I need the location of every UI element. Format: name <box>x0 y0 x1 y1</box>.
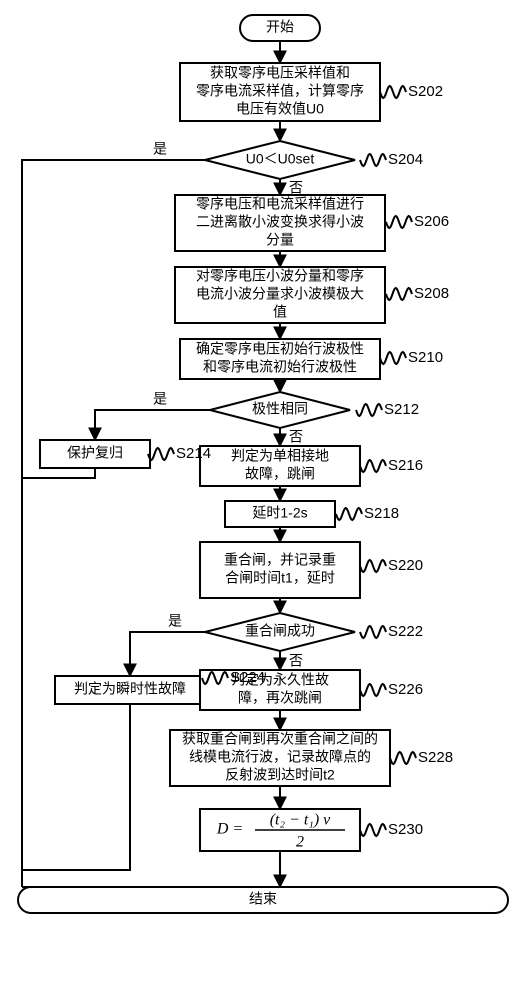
svg-text:D =: D = <box>216 821 243 838</box>
svg-text:合闸时间t1，延时: 合闸时间t1，延时 <box>225 570 335 586</box>
node-s230: D = (t₂ − t₁) v 2 <box>200 809 360 851</box>
node-s224: 判定为瞬时性故障 <box>55 676 205 704</box>
svg-text:S224: S224 <box>230 669 265 686</box>
node-s218: 延时1-2s <box>225 501 335 527</box>
svg-text:S228: S228 <box>418 749 453 766</box>
svg-text:反射波到达时间t2: 反射波到达时间t2 <box>225 767 335 783</box>
node-s222: 重合闸成功 <box>205 613 355 651</box>
svg-text:结束: 结束 <box>249 891 277 907</box>
svg-text:障，再次跳闸: 障，再次跳闸 <box>238 690 322 706</box>
step-label-S226: S226 <box>360 681 423 698</box>
svg-text:极性相同: 极性相同 <box>252 401 308 417</box>
svg-text:和零序电流初始行波极性: 和零序电流初始行波极性 <box>203 359 357 375</box>
svg-text:(t₂ − t₁) v: (t₂ − t₁) v <box>270 812 331 829</box>
svg-text:判定为瞬时性故障: 判定为瞬时性故障 <box>74 681 186 697</box>
svg-text:S206: S206 <box>414 213 449 230</box>
step-label-S218: S218 <box>336 505 399 522</box>
svg-text:确定零序电压初始行波极性: 确定零序电压初始行波极性 <box>196 341 364 357</box>
node-start: 开始 <box>240 15 320 41</box>
step-label-S214: S214 <box>148 445 211 462</box>
svg-text:S230: S230 <box>388 821 423 838</box>
node-s212: 极性相同 <box>210 392 350 428</box>
edge <box>95 410 210 440</box>
edge-label: 是 <box>153 391 167 407</box>
step-label-S204: S204 <box>360 151 423 168</box>
svg-text:S212: S212 <box>384 401 419 418</box>
svg-text:重合闸成功: 重合闸成功 <box>245 623 315 639</box>
node-s204: U0＜U0set <box>205 141 355 179</box>
edge <box>130 632 205 676</box>
svg-text:零序电压和电流采样值进行: 零序电压和电流采样值进行 <box>196 196 364 212</box>
step-label-S216: S216 <box>360 457 423 474</box>
step-label-S220: S220 <box>360 557 423 574</box>
edge <box>22 704 130 870</box>
edge-label: 否 <box>289 180 303 196</box>
svg-text:电流小波分量求小波模极大: 电流小波分量求小波模极大 <box>196 286 364 302</box>
edge-label: 是 <box>153 141 167 157</box>
svg-text:重合闸，并记录重: 重合闸，并记录重 <box>224 552 336 568</box>
edge-label: 否 <box>289 653 303 669</box>
node-s228: 获取重合闸到再次重合闸之间的线模电流行波，记录故障点的反射波到达时间t2 <box>170 730 390 786</box>
svg-text:延时1-2s: 延时1-2s <box>252 505 307 521</box>
svg-text:S216: S216 <box>388 457 423 474</box>
svg-text:S226: S226 <box>388 681 423 698</box>
step-label-S208: S208 <box>386 285 449 302</box>
svg-text:S204: S204 <box>388 151 423 168</box>
svg-text:S208: S208 <box>414 285 449 302</box>
svg-text:U0＜U0set: U0＜U0set <box>246 151 315 167</box>
svg-text:保护复归: 保护复归 <box>67 445 123 461</box>
step-label-S210: S210 <box>380 349 443 366</box>
node-s210: 确定零序电压初始行波极性和零序电流初始行波极性 <box>180 339 380 379</box>
step-label-S228: S228 <box>390 749 453 766</box>
step-label-S222: S222 <box>360 623 423 640</box>
svg-text:二进离散小波变换求得小波: 二进离散小波变换求得小波 <box>196 214 364 230</box>
svg-text:S202: S202 <box>408 83 443 100</box>
svg-text:判定为单相接地: 判定为单相接地 <box>231 448 329 464</box>
svg-text:S218: S218 <box>364 505 399 522</box>
svg-text:S214: S214 <box>176 445 211 462</box>
svg-text:值: 值 <box>273 304 287 320</box>
svg-text:获取重合闸到再次重合闸之间的: 获取重合闸到再次重合闸之间的 <box>182 731 378 747</box>
node-end: 结束 <box>18 887 508 913</box>
svg-text:S210: S210 <box>408 349 443 366</box>
node-s214: 保护复归 <box>40 440 150 468</box>
svg-text:对零序电压小波分量和零序: 对零序电压小波分量和零序 <box>196 268 364 284</box>
edge <box>22 468 95 478</box>
edge-label: 是 <box>168 613 182 629</box>
svg-text:2: 2 <box>296 834 304 851</box>
node-s206: 零序电压和电流采样值进行二进离散小波变换求得小波分量 <box>175 195 385 251</box>
step-label-S230: S230 <box>360 821 423 838</box>
svg-text:零序电流采样值，计算零序: 零序电流采样值，计算零序 <box>196 83 364 99</box>
edge-label: 否 <box>289 429 303 445</box>
svg-text:S222: S222 <box>388 623 423 640</box>
svg-text:故障，跳闸: 故障，跳闸 <box>245 466 315 482</box>
svg-text:电压有效值U0: 电压有效值U0 <box>236 101 324 117</box>
step-label-S206: S206 <box>386 213 449 230</box>
node-s208: 对零序电压小波分量和零序电流小波分量求小波模极大值 <box>175 267 385 323</box>
step-label-S212: S212 <box>356 401 419 418</box>
node-s216: 判定为单相接地故障，跳闸 <box>200 446 360 486</box>
node-s220: 重合闸，并记录重合闸时间t1，延时 <box>200 542 360 598</box>
svg-text:获取零序电压采样值和: 获取零序电压采样值和 <box>210 65 350 81</box>
svg-text:S220: S220 <box>388 557 423 574</box>
step-label-S202: S202 <box>380 83 443 100</box>
svg-text:开始: 开始 <box>266 19 294 35</box>
svg-text:分量: 分量 <box>266 232 294 248</box>
node-s226: 判定为永久性故障，再次跳闸 <box>200 670 360 710</box>
node-s202: 获取零序电压采样值和零序电流采样值，计算零序电压有效值U0 <box>180 63 380 121</box>
svg-text:线模电流行波，记录故障点的: 线模电流行波，记录故障点的 <box>189 749 371 765</box>
